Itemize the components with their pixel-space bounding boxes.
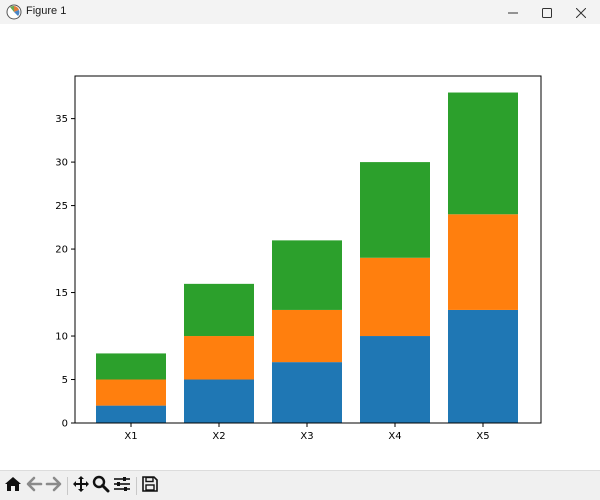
matplotlib-figure-icon [6, 4, 22, 20]
arrow-right-icon [45, 475, 63, 497]
move-icon [72, 475, 90, 497]
y-tick-label: 35 [55, 114, 68, 125]
close-icon [575, 3, 587, 22]
back-button[interactable] [24, 476, 44, 496]
pan-button[interactable] [71, 476, 91, 496]
window-title: Figure 1 [26, 5, 67, 17]
x-tick-label-x5: X5 [476, 431, 489, 442]
bars-group [96, 92, 518, 423]
x-tick-label-x1: X1 [124, 431, 137, 442]
y-tick-label: 30 [55, 158, 68, 169]
zoom-button[interactable] [91, 475, 111, 497]
y-tick-label: 10 [55, 332, 68, 343]
y-tick-label: 20 [55, 245, 68, 256]
bar-series2-x3 [272, 309, 342, 363]
minimize-icon [508, 3, 518, 22]
magnifier-icon [92, 475, 110, 497]
bar-series1-x3 [272, 362, 342, 423]
y-tick-label: 25 [55, 201, 68, 212]
bar-series3-x5 [448, 92, 518, 215]
bar-series1-x1 [96, 405, 166, 423]
arrow-left-icon [25, 475, 43, 497]
bar-series3-x1 [96, 353, 166, 380]
stacked-bar-chart: 0 5 10 15 20 25 30 35 X1 X2 X3 X4 X5 [55, 75, 542, 442]
bar-series3-x2 [184, 283, 254, 337]
x-tick-label-x3: X3 [300, 431, 313, 442]
toolbar-separator [136, 477, 137, 495]
x-tick-label-x4: X4 [388, 431, 401, 442]
configure-subplots-button[interactable] [112, 476, 132, 496]
bar-series3-x4 [360, 162, 430, 258]
maximize-icon [542, 3, 552, 22]
forward-button[interactable] [44, 476, 64, 496]
y-tick-label: 15 [55, 288, 68, 299]
y-tick-label: 0 [62, 419, 68, 430]
sliders-icon [113, 475, 131, 497]
home-button[interactable] [3, 476, 23, 496]
bar-series2-x5 [448, 214, 518, 310]
bar-series2-x1 [96, 379, 166, 406]
x-tick-label-x2: X2 [212, 431, 225, 442]
y-axis: 0 5 10 15 20 25 30 35 [55, 114, 75, 430]
figure-canvas[interactable]: 0 5 10 15 20 25 30 35 X1 X2 X3 X4 X5 [0, 24, 600, 470]
close-button[interactable] [564, 0, 598, 24]
bar-series1-x4 [360, 336, 430, 423]
maximize-button[interactable] [530, 0, 564, 24]
toolbar-separator [67, 477, 68, 495]
y-tick-label: 5 [62, 375, 68, 386]
navigation-toolbar [0, 470, 600, 500]
bar-series1-x2 [184, 379, 254, 423]
save-button[interactable] [140, 476, 160, 496]
home-icon [4, 475, 22, 497]
x-axis: X1 X2 X3 X4 X5 [124, 423, 490, 442]
bar-series2-x4 [360, 257, 430, 337]
floppy-disk-icon [141, 475, 159, 497]
title-bar[interactable]: Figure 1 [0, 0, 600, 25]
minimize-button[interactable] [496, 0, 530, 24]
bar-series3-x3 [272, 240, 342, 310]
bar-series2-x2 [184, 336, 254, 380]
bar-series1-x5 [448, 309, 518, 423]
